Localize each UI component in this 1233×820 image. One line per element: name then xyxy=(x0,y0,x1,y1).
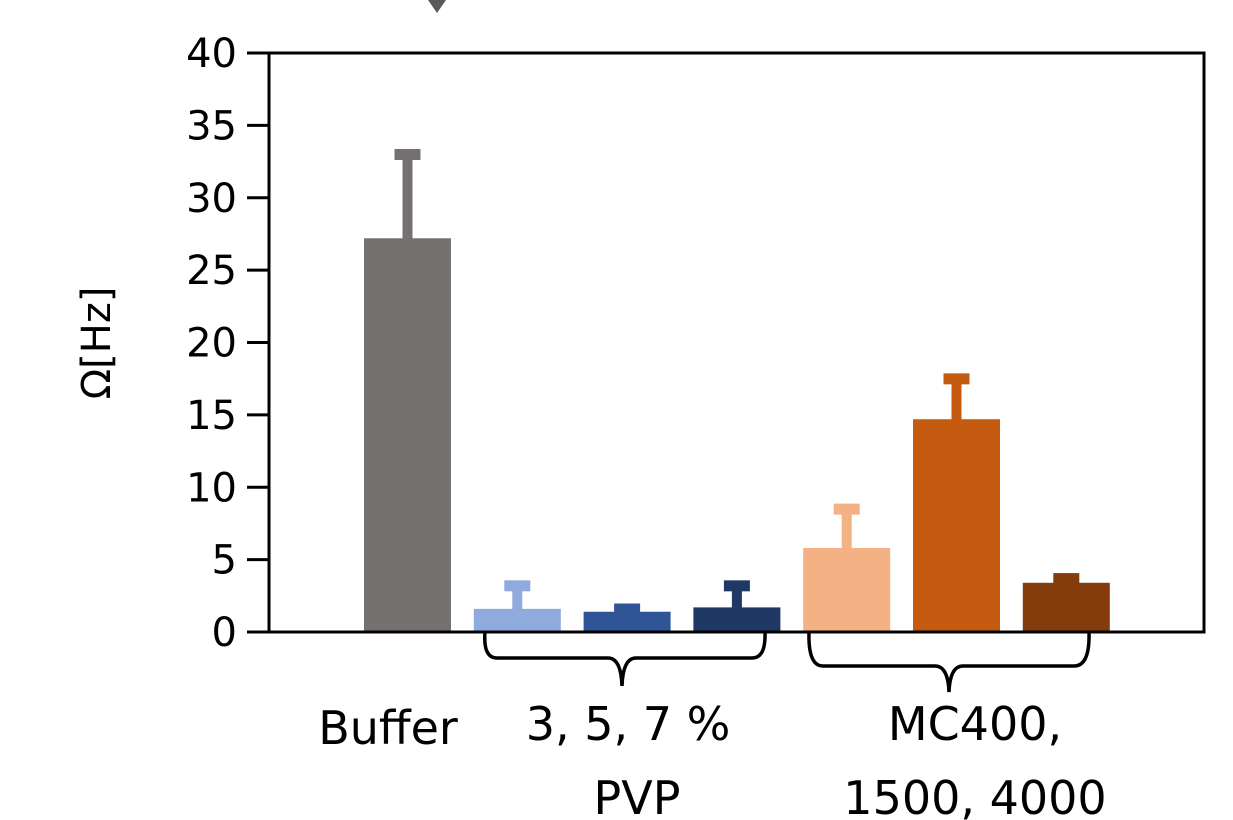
bar xyxy=(364,238,451,632)
y-tick-label: 35 xyxy=(186,103,237,149)
error-bars-layer xyxy=(394,148,1080,615)
y-axis: 0 5 10 15 20 25 30 35 40 xyxy=(186,31,269,656)
bar xyxy=(693,607,781,632)
error-bar-stem xyxy=(951,374,962,422)
y-axis-title: Ω[Hz] xyxy=(74,287,120,400)
y-tick-label: 5 xyxy=(212,538,237,584)
error-bar-cap xyxy=(723,580,750,592)
error-bar-stem xyxy=(402,149,413,241)
bar xyxy=(1022,582,1110,632)
bar xyxy=(913,419,1000,632)
bars-layer xyxy=(364,238,1110,632)
y-tick-label: 30 xyxy=(186,176,237,222)
bar xyxy=(473,608,561,632)
error-bar-stem xyxy=(512,581,523,611)
error-bar-cap xyxy=(943,373,970,385)
top-arrow-marker xyxy=(428,0,446,13)
error-bar-cap xyxy=(504,580,531,592)
y-tick-label: 15 xyxy=(186,393,237,439)
error-bar-cap xyxy=(833,503,860,515)
group-label-buffer: Buffer xyxy=(318,701,458,755)
y-tick-label: 10 xyxy=(186,465,237,511)
y-tick-label: 0 xyxy=(212,610,237,656)
bar xyxy=(583,611,671,632)
y-tick-label: 40 xyxy=(186,31,237,77)
group-label-pvp-line2: PVP xyxy=(594,771,681,820)
error-bar-stem xyxy=(731,581,742,610)
error-bar-cap xyxy=(614,603,641,615)
error-bar-stem xyxy=(841,504,852,551)
mc-group-brace xyxy=(807,631,1091,693)
error-bar-cap xyxy=(1053,573,1080,585)
group-label-mc-line2: 1500, 4000 xyxy=(843,771,1106,820)
y-tick-label: 20 xyxy=(186,321,237,367)
error-bar-cap xyxy=(394,148,421,160)
bar xyxy=(803,548,891,632)
group-label-pvp-line1: 3, 5, 7 % xyxy=(526,697,731,751)
group-label-mc-line1: MC400, xyxy=(888,697,1062,751)
pvp-group-brace xyxy=(483,631,767,687)
y-tick-label: 25 xyxy=(186,248,237,294)
